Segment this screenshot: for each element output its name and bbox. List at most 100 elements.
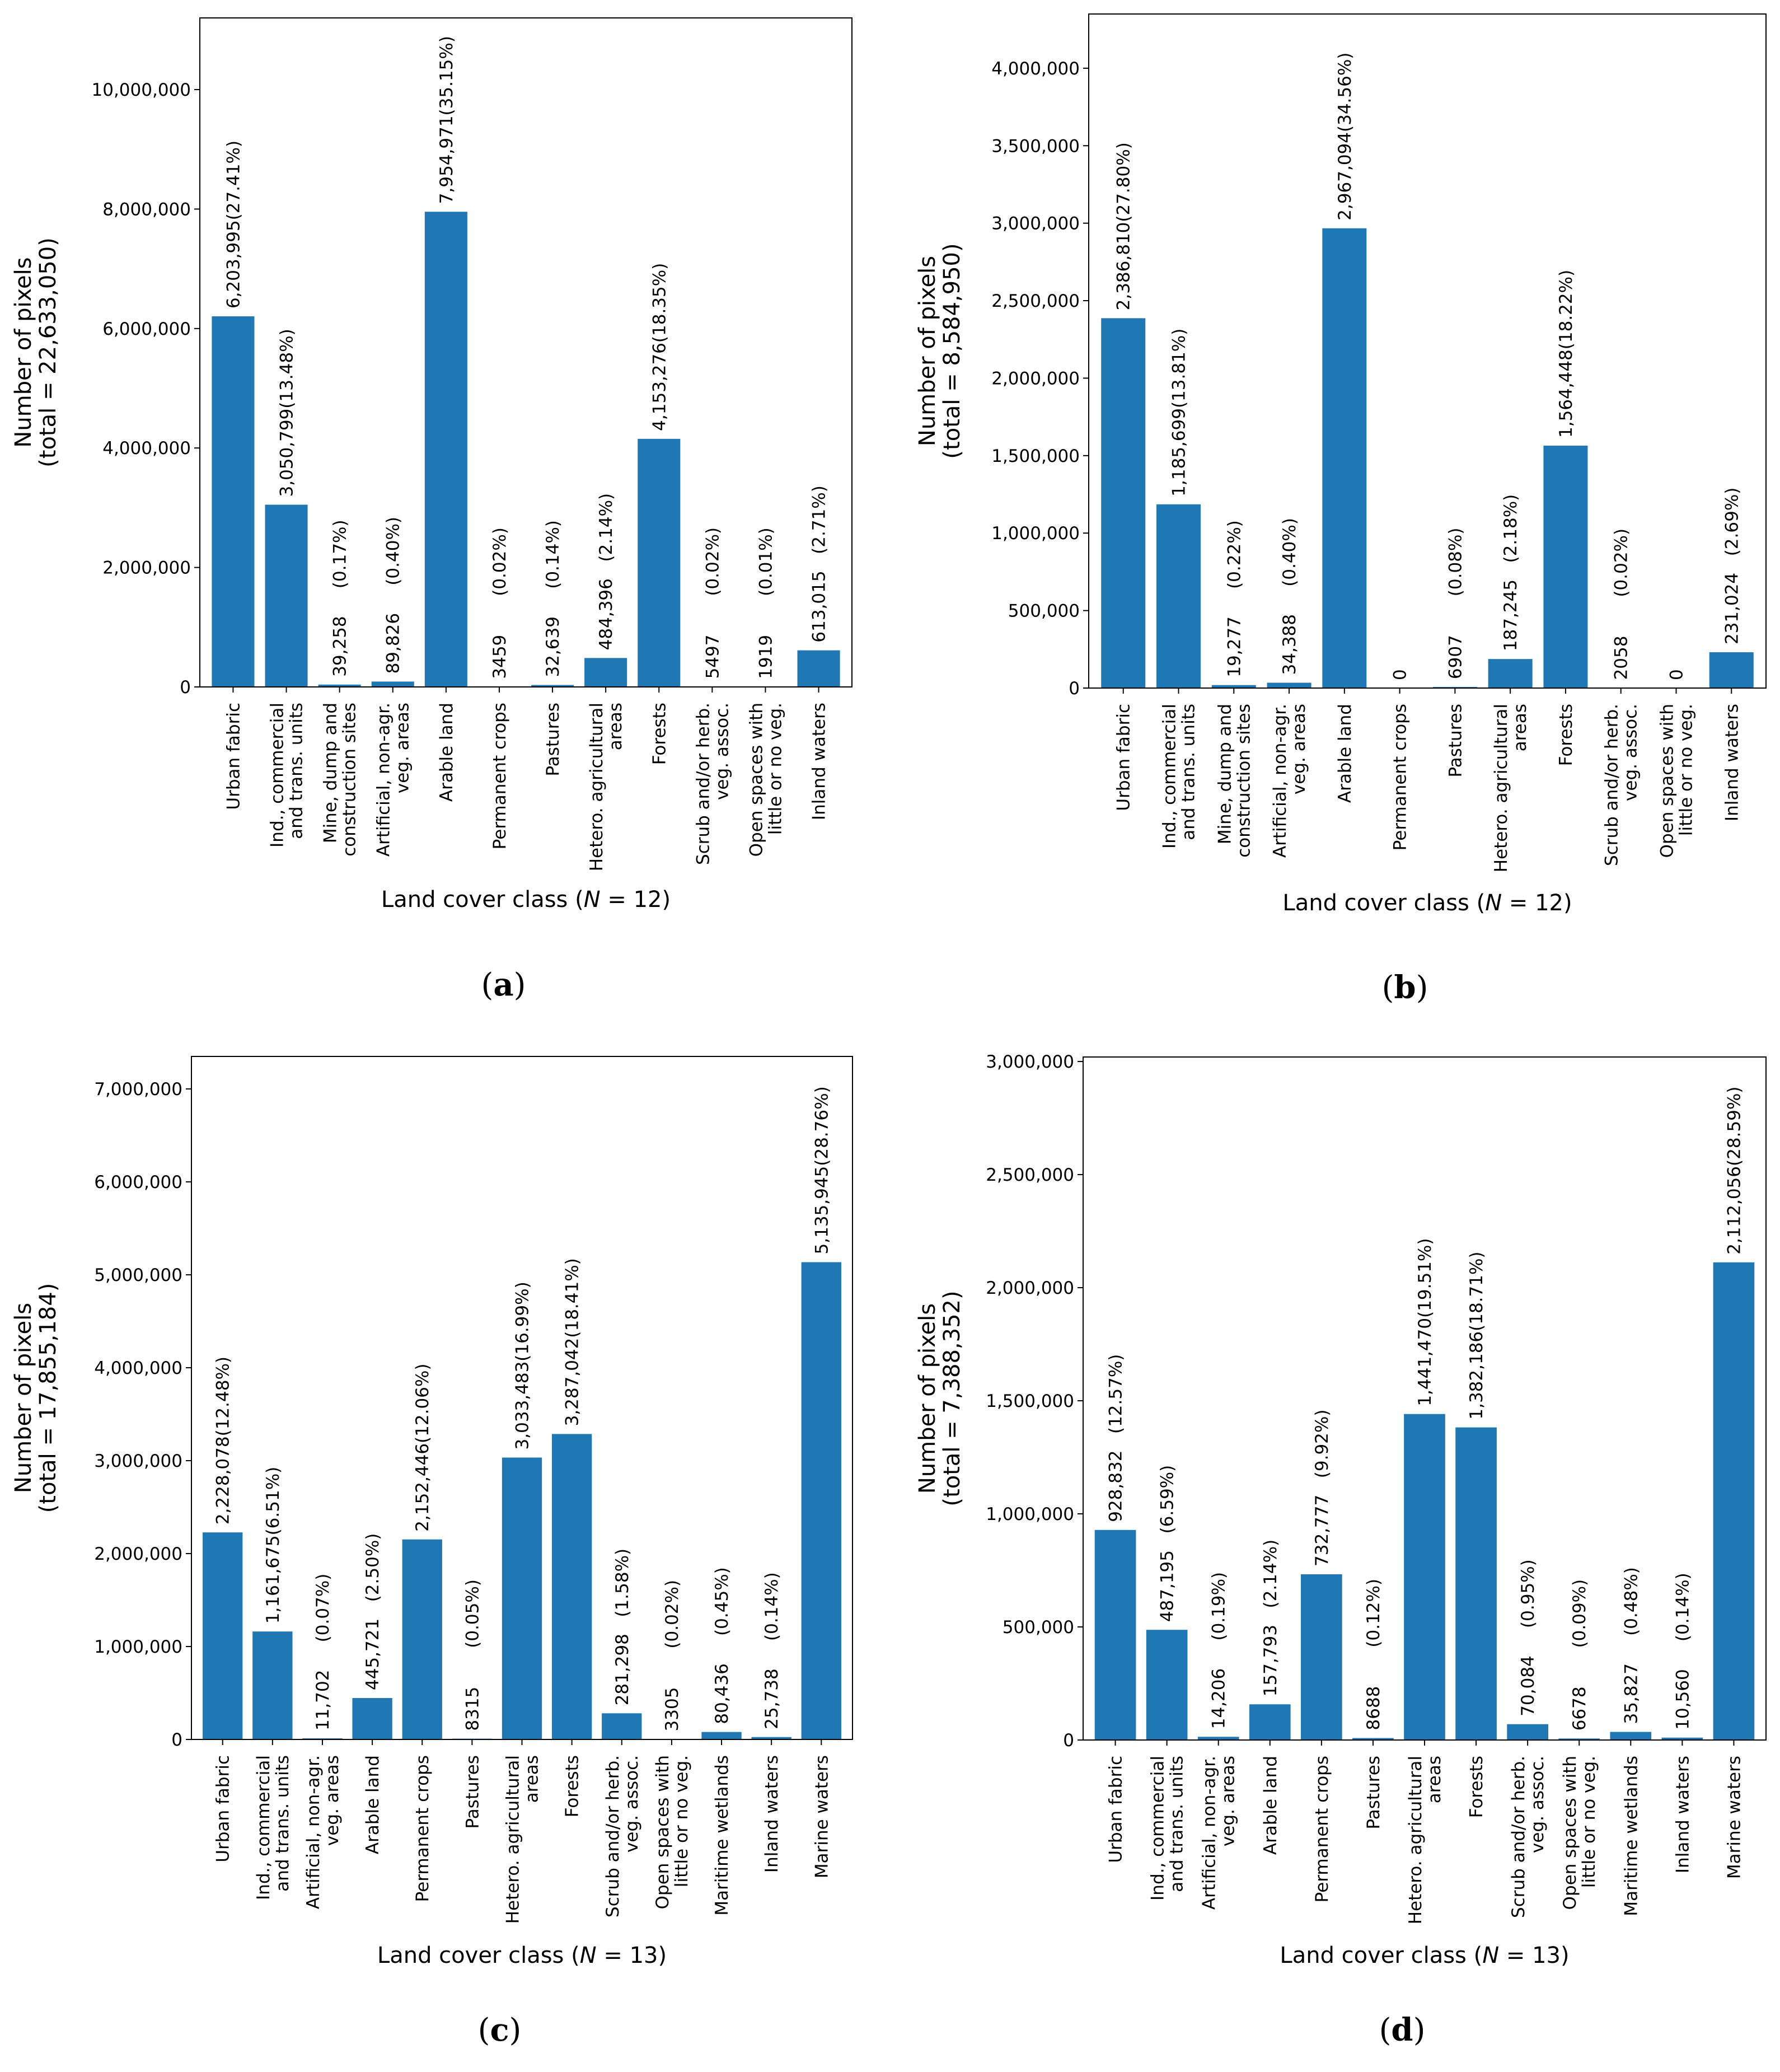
x-tick-label-10: Open spaces withlittle or no veg.: [746, 703, 785, 857]
bar-value-label-10: 80,436 (0.45%): [712, 1567, 732, 1724]
bar-6: [531, 685, 574, 687]
y-tick-label-5: 10,000,000: [92, 80, 191, 100]
x-tick-label-line: Arable land: [363, 1755, 383, 1854]
bar-8: [638, 438, 681, 687]
x-tick-label-6: Pastures: [1445, 704, 1465, 778]
bar-value-label-1: 1,161,675(6.51%): [263, 1467, 283, 1624]
y-tick-label-1: 500,000: [1003, 1617, 1074, 1638]
x-tick-label-line: Urban fabric: [223, 703, 243, 810]
x-axis-label: Land cover class (N = 12): [381, 887, 671, 913]
bar-5: [1352, 1738, 1394, 1740]
bar-3: [1249, 1704, 1291, 1740]
x-tick-label-9: Scrub and/or herb.veg. assoc.: [693, 703, 732, 865]
y-tick-label-7: 3,500,000: [991, 136, 1080, 156]
y-tick-label-6: 3,000,000: [991, 214, 1080, 234]
x-tick-label-line: Open spaces with: [1657, 704, 1677, 858]
bar-3: [352, 1698, 392, 1739]
x-tick-label-10: Open spaces withlittle or no veg.: [1657, 704, 1696, 858]
y-tick-label-6: 6,000,000: [94, 1172, 182, 1192]
y-axis-label: Number of pixels(total = 22,633,050): [11, 237, 61, 467]
x-tick-label-line: Permanent crops: [1312, 1756, 1332, 1902]
y-tick-label-3: 1,500,000: [986, 1391, 1074, 1411]
x-tick-label-line: Inland waters: [762, 1755, 782, 1873]
bar-value-label-7: 3,287,042(18.41%): [563, 1258, 583, 1426]
x-tick-label-8: Forests: [649, 703, 669, 765]
bar-8: [1543, 445, 1588, 688]
bar-value-label-6: 3,033,483(16.99%): [513, 1281, 533, 1449]
x-tick-label-line: veg. areas: [1219, 1756, 1239, 1846]
x-tick-label-line: Artificial, non-agr.: [1270, 704, 1290, 858]
x-tick-label-line: and trans. units: [1179, 704, 1199, 840]
bar-value-label-4: 732,777 (9.92%): [1312, 1410, 1332, 1566]
bar-value-label-11: 25,738 (0.14%): [762, 1572, 782, 1729]
bar-2: [1211, 685, 1256, 688]
x-tick-label-0: Urban fabric: [223, 703, 243, 810]
x-tick-label-2: Mine, dump andconstruction sites: [1215, 704, 1254, 858]
x-tick-label-line: Pastures: [1364, 1756, 1384, 1830]
panel-caption-paren: (: [481, 967, 493, 1003]
bar-7: [551, 1434, 592, 1739]
x-tick-label-line: Scrub and/or herb.: [1602, 704, 1622, 866]
x-tick-label-line: Ind., commercial: [268, 703, 288, 848]
x-tick-label-4: Arable land: [437, 703, 457, 802]
x-tick-label-line: Scrub and/or herb.: [603, 1755, 623, 1917]
bar-1: [265, 504, 308, 687]
x-tick-label-7: Hetero. agriculturalareas: [587, 703, 626, 871]
bar-8: [602, 1713, 642, 1739]
x-tick-label-12: Marine waters: [1724, 1756, 1744, 1879]
y-tick-label-3: 1,500,000: [991, 446, 1080, 466]
bar-value-label-5: 8315 (0.05%): [462, 1579, 483, 1731]
x-tick-label-11: Inland waters: [809, 703, 830, 820]
x-tick-label-line: Maritime wetlands: [1621, 1756, 1641, 1916]
panel-caption-paren: (: [1379, 2012, 1392, 2048]
bar-value-label-8: 281,298 (1.58%): [612, 1549, 633, 1705]
x-tick-label-line: construction sites: [340, 703, 360, 857]
x-tick-label-line: Mine, dump and: [321, 703, 341, 843]
x-tick-label-line: Inland waters: [1722, 704, 1742, 821]
bar-value-label-3: 157,793 (2.14%): [1261, 1540, 1281, 1696]
bar-value-label-10: 35,827 (0.48%): [1621, 1567, 1641, 1724]
x-tick-label-line: little or no veg.: [1579, 1756, 1599, 1888]
x-tick-label-line: Open spaces with: [1560, 1756, 1580, 1910]
bar-value-label-10: 0: [1666, 669, 1687, 680]
y-axis-label-line: (total = 7,388,352): [939, 1290, 965, 1506]
x-tick-label-line: Forests: [1467, 1756, 1487, 1818]
panel-caption-letter: a: [493, 966, 513, 1003]
bar-2: [318, 684, 361, 687]
plot-frame: [1088, 13, 1767, 689]
panel-caption-paren: ): [1416, 970, 1428, 1006]
x-tick-label-4: Permanent crops: [1312, 1756, 1332, 1902]
x-tick-label-9: Scrub and/or herb.veg. assoc.: [1602, 704, 1641, 866]
x-tick-label-line: Pastures: [462, 1755, 483, 1829]
x-tick-label-3: Artificial, non-agr.veg. areas: [1270, 704, 1309, 858]
x-tick-label-5: Pastures: [462, 1755, 483, 1829]
panel-caption-letter: d: [1391, 2012, 1413, 2048]
x-tick-label-line: veg. areas: [1289, 704, 1309, 794]
x-tick-label-10: Maritime wetlands: [1621, 1756, 1641, 1916]
y-axis-label-line: (total = 22,633,050): [35, 237, 61, 467]
bar-value-label-6: 6907 (0.08%): [1445, 528, 1465, 680]
bar-0: [1101, 318, 1146, 688]
x-tick-label-11: Inland waters: [762, 1755, 782, 1873]
x-tick-label-line: and trans. units: [1167, 1756, 1187, 1892]
x-tick-label-line: Inland waters: [1673, 1756, 1693, 1873]
bar-value-label-6: 1,441,470(19.51%): [1415, 1238, 1435, 1406]
bar-value-label-7: 187,245 (2.18%): [1501, 494, 1521, 651]
y-axis-label-line: Number of pixels: [915, 256, 940, 446]
bar-1: [252, 1631, 293, 1739]
x-tick-label-line: and trans. units: [287, 703, 307, 839]
x-tick-label-4: Permanent crops: [413, 1755, 433, 1902]
x-tick-label-8: Scrub and/or herb.veg. assoc.: [603, 1755, 642, 1917]
x-tick-label-4: Arable land: [1335, 704, 1355, 803]
x-tick-label-2: Artificial, non-agr.veg. areas: [1200, 1756, 1239, 1910]
x-tick-label-line: Pastures: [543, 703, 563, 777]
bar-7: [1455, 1427, 1497, 1740]
bar-0: [1094, 1530, 1136, 1740]
x-tick-label-line: Hetero. agricultural: [1491, 704, 1511, 872]
bar-value-label-2: 11,702 (0.07%): [313, 1574, 333, 1730]
x-axis-label-text: = 13): [1499, 1943, 1569, 1968]
x-axis-label-text: = 12): [1502, 890, 1572, 916]
bar-10: [701, 1732, 742, 1739]
x-tick-label-line: little or no veg.: [672, 1755, 692, 1887]
x-axis-label-italic: N: [1485, 890, 1502, 916]
